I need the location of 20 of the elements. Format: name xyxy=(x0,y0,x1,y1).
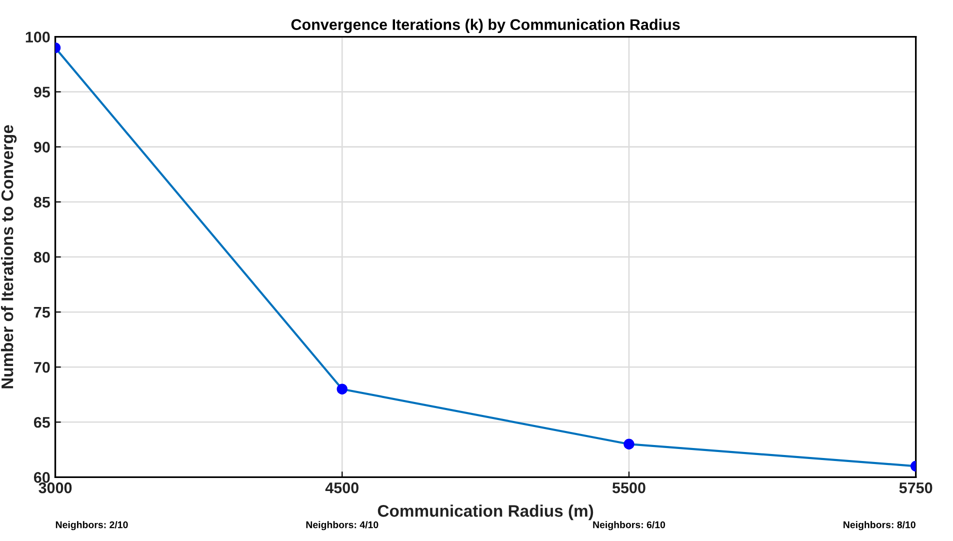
x-tick-label: 5750 xyxy=(899,482,932,494)
y-tick-label: 70 xyxy=(34,362,50,373)
x-tick-label: 3000 xyxy=(38,482,72,494)
x-tick-label: 5500 xyxy=(612,482,646,494)
y-tick-label: 90 xyxy=(34,142,50,153)
y-tick-label: 65 xyxy=(34,416,50,428)
x-axis-title: Communication Radius (m) xyxy=(378,504,594,520)
y-tick-label: 60 xyxy=(34,472,50,483)
y-axis-title: Number of Iterations to Converge xyxy=(0,125,17,388)
y-tick-label: 100 xyxy=(26,32,50,42)
text: Neighbors: 4/10 xyxy=(306,521,378,530)
y-tick-label: 75 xyxy=(34,307,50,318)
y-tick-label: 95 xyxy=(34,86,50,98)
y-tick-label: 85 xyxy=(34,196,50,208)
text: Neighbors: 6/10 xyxy=(593,521,666,530)
text: Neighbors: 2/10 xyxy=(56,521,128,530)
chart-title: Convergence Iterations (k) by Communication Radius xyxy=(291,18,680,34)
text: Neighbors: 8/10 xyxy=(844,521,916,530)
y-tick-label: 80 xyxy=(34,252,50,263)
x-tick-label: 4500 xyxy=(325,482,358,494)
